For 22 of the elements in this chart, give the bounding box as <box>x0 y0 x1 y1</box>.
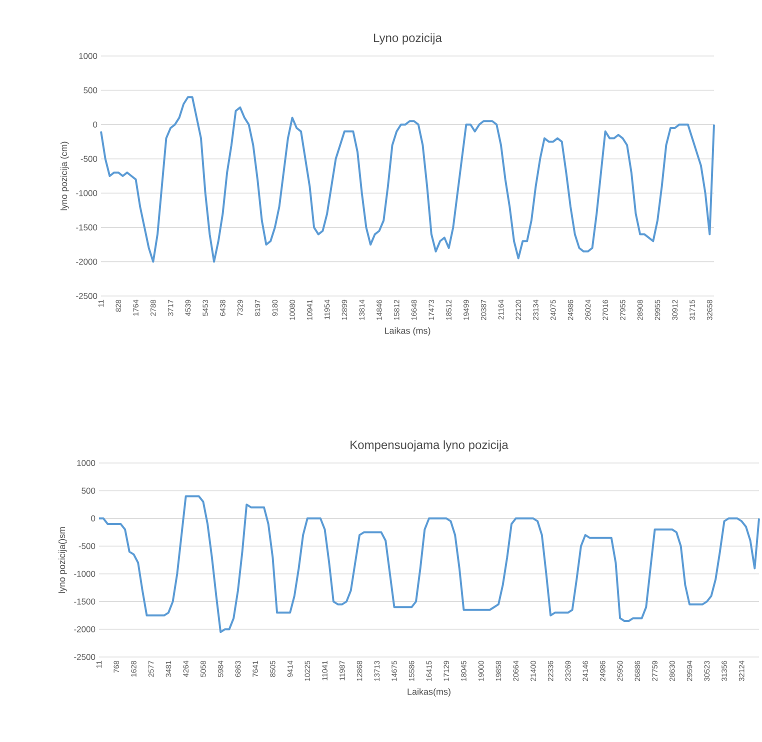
x-axis-title: Laikas (ms) <box>384 327 430 336</box>
y-tick-label: -1500 <box>76 224 98 230</box>
chart-title: Lyno pozicija <box>374 33 442 44</box>
y-axis-title: lyno pozicija()sm <box>58 527 67 593</box>
y-tick-label: -2000 <box>74 626 96 632</box>
y-tick-label: -2500 <box>74 654 96 660</box>
y-tick-label: -1000 <box>74 570 96 577</box>
y-tick-label: -2500 <box>76 292 98 299</box>
y-tick-label: -1000 <box>76 190 98 196</box>
y-tick-label: -1500 <box>74 598 96 605</box>
y-tick-label: -2000 <box>76 258 98 265</box>
y-tick-label: -500 <box>80 156 98 162</box>
y-tick-label: 1000 <box>79 52 98 60</box>
x-axis-title: Laikas(ms) <box>408 688 450 697</box>
y-tick-label: 0 <box>93 122 98 128</box>
chart-title: Kompensuojama lyno pozicija <box>350 440 508 452</box>
y-tick-label: 500 <box>82 488 96 494</box>
y-tick-label: -500 <box>78 543 96 550</box>
y-tick-label: 1000 <box>77 460 96 466</box>
y-tick-label: 0 <box>91 515 96 522</box>
y-tick-label: 500 <box>84 87 98 94</box>
y-axis-title: lyno pozicija (cm) <box>60 142 69 210</box>
